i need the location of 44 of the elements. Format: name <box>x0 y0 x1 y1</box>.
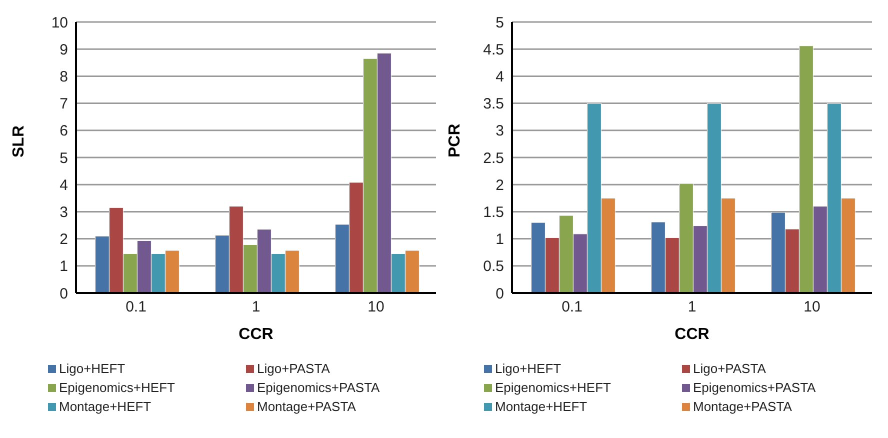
x-tick-label: 10 <box>804 298 820 316</box>
y-tick-label: 1.5 <box>483 204 504 222</box>
legend-label: Ligo+PASTA <box>693 361 766 376</box>
legend-label: Montage+PASTA <box>693 399 792 414</box>
y-tick-label: 4.5 <box>483 41 504 58</box>
legend-label: Epigenomics+PASTA <box>693 380 816 395</box>
legend-label: Epigenomics+HEFT <box>59 380 175 395</box>
legend-label: Montage+HEFT <box>495 399 588 414</box>
x-tick-label: 10 <box>368 298 384 316</box>
x-axis-title: CCR <box>674 326 710 343</box>
y-tick-label: 8 <box>60 68 68 86</box>
y-tick-label: 9 <box>60 41 68 58</box>
y-tick-label: 3 <box>496 122 504 140</box>
y-tick-label: 3.5 <box>483 96 504 113</box>
x-axis-title: CCR <box>238 326 274 343</box>
x-tick-label: 0.1 <box>126 298 146 316</box>
legend-label: Ligo+PASTA <box>257 361 330 376</box>
legend-label: Montage+HEFT <box>59 399 152 414</box>
y-tick-label: 4 <box>496 68 504 86</box>
y-tick-label: 0.5 <box>483 258 504 276</box>
y-tick-label: 10 <box>51 14 68 32</box>
legend-label: Ligo+HEFT <box>495 361 562 376</box>
y-tick-label: 1 <box>60 258 68 276</box>
y-tick-label: 0 <box>60 285 68 302</box>
legend-label: Montage+PASTA <box>257 399 356 414</box>
y-tick-label: 0 <box>496 285 504 302</box>
y-tick-label: 2 <box>496 176 504 194</box>
y-axis-title: PCR <box>446 123 464 158</box>
legend-label: Ligo+HEFT <box>59 361 126 376</box>
y-tick-label: 2 <box>60 231 68 248</box>
x-tick-label: 0.1 <box>562 298 582 316</box>
y-axis-title: SLR <box>10 125 28 158</box>
y-tick-label: 5 <box>496 14 504 32</box>
y-tick-label: 5 <box>60 150 68 167</box>
y-tick-label: 6 <box>60 122 68 140</box>
y-tick-label: 2.5 <box>483 150 504 167</box>
x-tick-label: 1 <box>252 298 260 316</box>
y-tick-label: 1 <box>496 231 504 248</box>
y-tick-label: 7 <box>60 96 68 113</box>
y-tick-label: 4 <box>60 176 68 194</box>
y-tick-label: 3 <box>60 204 68 222</box>
legend-label: Epigenomics+HEFT <box>495 380 611 395</box>
x-tick-label: 1 <box>688 298 696 316</box>
legend-label: Epigenomics+PASTA <box>257 380 380 395</box>
